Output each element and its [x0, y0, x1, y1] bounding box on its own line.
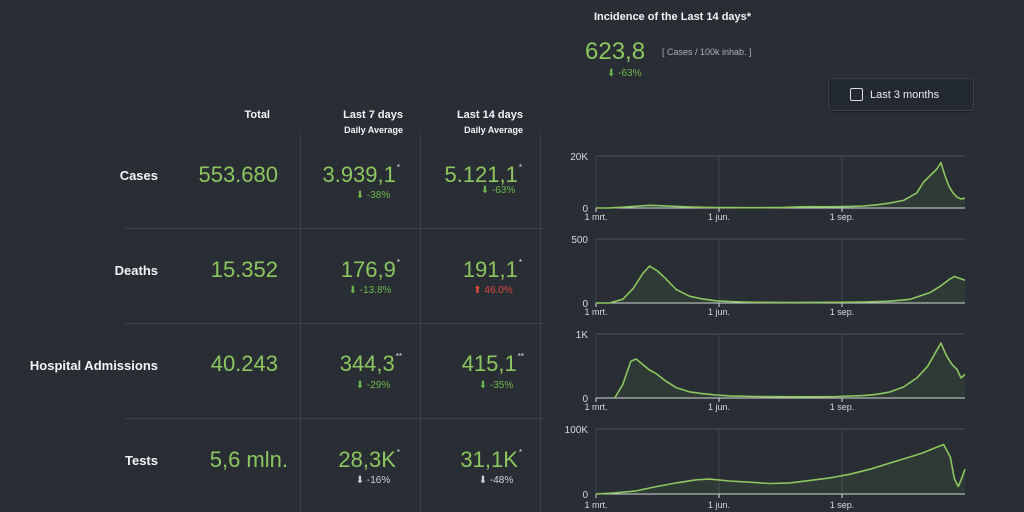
tests-avg-7-change: ⬇ -16%	[355, 475, 391, 486]
x-tick-label: 1 sep.	[830, 402, 855, 412]
column-header-total: Total	[190, 109, 270, 121]
hospital-admissions-avg-7-change: ⬇ -29%	[355, 380, 391, 391]
tests-series-line	[595, 443, 966, 495]
x-tick-label: 1 jun.	[708, 500, 730, 510]
row-label-cases: Cases	[119, 168, 158, 183]
x-tick-label: 1 mrt.	[584, 212, 607, 222]
deaths-avg-14-value: 191,1	[462, 257, 518, 282]
cases-series-line	[595, 161, 966, 209]
column-header-last-14-days: Last 14 days Daily Average	[423, 109, 523, 135]
deaths-avg-7-change: ⬇ -13.8%	[348, 285, 392, 296]
deaths-avg-7-value: 176,9	[340, 257, 396, 282]
y-tick-label: 100K	[565, 425, 589, 436]
cases-avg-7-change: ⬇ -38%	[355, 190, 391, 201]
row-divider	[125, 323, 545, 324]
y-tick-label: 0	[582, 299, 588, 310]
incidence-title: Incidence of the Last 14 days*	[593, 11, 752, 23]
y-tick-label: 0	[582, 490, 588, 501]
hospital-admissions-avg-14-change: ⬇ -35%	[478, 380, 514, 391]
tests-area	[596, 444, 965, 494]
tests-avg-14: 31,1K*	[420, 447, 522, 473]
column-header-last-7-days: Last 7 days Daily Average	[303, 109, 403, 135]
tests-avg-7: 28,3K*	[300, 447, 400, 473]
incidence-change: ⬇ -63%	[607, 68, 642, 79]
row-label-deaths: Deaths	[114, 263, 158, 278]
deaths-total: 15.352	[210, 257, 278, 282]
footnote-mark: **	[395, 352, 402, 361]
hospital-admissions-total: 40.243	[210, 351, 278, 376]
y-tick-label: 500	[571, 235, 588, 246]
last-7-days-header-label: Last 7 days	[343, 109, 403, 121]
last-3-months-label: Last 3 months	[870, 88, 940, 101]
cases-avg-7: 3.939,1*	[300, 162, 400, 188]
incidence-unit: [ Cases / 100k inhab. ]	[662, 47, 752, 57]
footnote-mark: *	[396, 258, 400, 267]
tests-total: 5,6 mln.	[209, 447, 288, 472]
x-tick-label: 1 jun.	[708, 402, 730, 412]
hospital_admissions-area	[614, 343, 965, 398]
x-tick-label: 1 sep.	[830, 212, 855, 222]
checkbox-icon[interactable]	[850, 88, 863, 101]
deaths-area	[596, 266, 965, 303]
x-tick-label: 1 jun.	[708, 307, 730, 317]
footnote-mark: *	[518, 163, 522, 172]
footnote-mark: *	[396, 448, 400, 457]
tests-chart: 100K 01 mrt. 1 jun. 1 sep.	[565, 425, 966, 510]
hospital-admissions-avg-7: 344,3**	[300, 351, 402, 377]
cases-avg-14: 5.121,1*	[420, 162, 522, 188]
row-label-hospital-admissions: Hospital Admissions	[29, 358, 158, 373]
incidence-value: 623,8	[585, 38, 646, 65]
y-tick-label: 0	[582, 204, 588, 215]
footnote-mark: *	[518, 448, 522, 457]
hospital-admissions-avg-14: 415,1**	[420, 351, 524, 377]
deaths-series-line	[596, 265, 966, 304]
footnote-mark: **	[517, 352, 524, 361]
cases-area	[596, 162, 965, 208]
x-tick-label: 1 mrt.	[584, 307, 607, 317]
hospital-admissions-chart: 1K 01 mrt. 1 jun. 1 sep.	[576, 330, 966, 412]
row-divider	[125, 228, 545, 229]
y-tick-label: 1K	[576, 330, 589, 341]
row-label-tests: Tests	[125, 453, 158, 468]
row-divider	[125, 418, 545, 419]
y-tick-label: 0	[582, 394, 588, 405]
last-14-days-header-label: Last 14 days	[456, 109, 523, 121]
cases-avg-14-value: 5.121,1	[444, 162, 518, 187]
hospital-admissions-avg-14-value: 415,1	[461, 351, 517, 376]
y-tick-label: 20K	[570, 152, 588, 163]
x-tick-label: 1 mrt.	[584, 500, 607, 510]
hospital-admissions-avg-7-value: 344,3	[339, 351, 395, 376]
deaths-chart: 500 01 mrt. 1 jun. 1 sep.	[571, 235, 966, 317]
cases-total: 553.680	[198, 162, 278, 187]
deaths-avg-14: 191,1*	[420, 257, 522, 283]
tests-avg-14-change: ⬇ -48%	[478, 475, 514, 486]
footnote-mark: *	[396, 163, 400, 172]
last-3-months-toggle[interactable]: Last 3 months	[828, 78, 974, 111]
x-tick-label: 1 mrt.	[584, 402, 607, 412]
hospital_admissions-series-line	[614, 342, 966, 399]
daily-average-label: Daily Average	[464, 125, 523, 135]
cases-avg-14-change: ⬇ -63%	[480, 185, 516, 196]
x-tick-label: 1 sep.	[830, 500, 855, 510]
cases-chart: 20K 01 mrt. 1 jun. 1 sep.	[570, 152, 966, 222]
tests-avg-7-value: 28,3K	[338, 447, 396, 472]
x-tick-label: 1 jun.	[708, 212, 730, 222]
total-header-label: Total	[244, 109, 270, 121]
tests-avg-14-value: 31,1K	[460, 447, 518, 472]
deaths-avg-14-change: ⬆ 46.0%	[473, 285, 513, 296]
deaths-avg-7: 176,9*	[300, 257, 400, 283]
x-tick-label: 1 sep.	[830, 307, 855, 317]
footnote-mark: *	[518, 258, 522, 267]
cases-avg-7-value: 3.939,1	[322, 162, 396, 187]
daily-average-label: Daily Average	[344, 125, 403, 135]
